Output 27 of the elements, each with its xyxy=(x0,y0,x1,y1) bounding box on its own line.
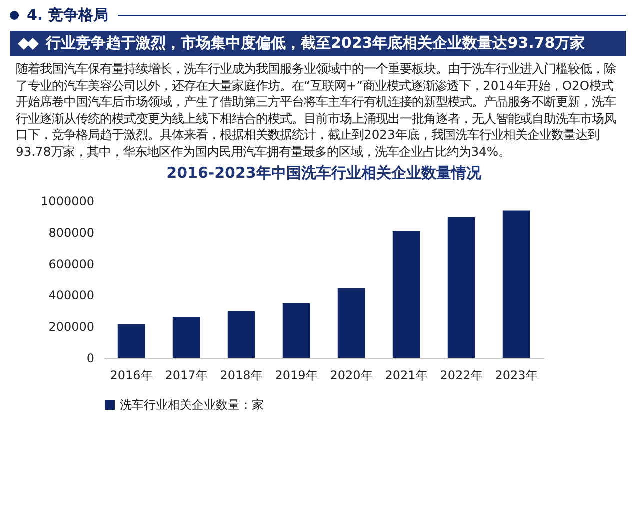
legend-label: 洗车行业相关企业数量：家 xyxy=(120,398,264,412)
bar xyxy=(392,231,420,358)
y-tick-label: 1000000 xyxy=(41,194,94,208)
bar xyxy=(502,210,530,358)
bar xyxy=(282,303,310,358)
x-tick-label: 2016年 xyxy=(110,368,153,382)
text: 行业竞争趋于激烈，市场集中度偏低，截至2023年底相关企业数量达93.78万家 xyxy=(46,34,586,53)
bar xyxy=(338,288,366,358)
text: 随着我国汽车保有量持续增长，洗车行业成为我国服务业领域中的一个重要板块。由于洗车行业进入门槛较低，除了专业的汽车美容公司以外，还存在大量家庭作坊。在“互联网+”商业模式逐渐渗透下，2014年开始，O2O模式开始席卷中国汽车后市场领域，产生了借助第三方平台将车主车行有机连接的新型模式。产品服务不断更新，洗车行业逐渐从传统的模式变更为线上线下相结合的模式。目前市场上涌现出一批角逐者，无人智能或自助洗车市场风口下，竞争格局趋于激烈。具体来看，根据相关数据统计，截止到2023年底，我国洗车行业相关企业数量达到93.78万家，其中，华东地区作为国内民用汽车拥有量最多的区域，洗车企业占比约为34%。 xyxy=(16,61,617,160)
x-tick-label: 2017年 xyxy=(165,368,208,382)
y-tick-label: 200000 xyxy=(48,320,94,334)
bar xyxy=(172,317,200,358)
x-tick-label: 2018年 xyxy=(220,368,263,382)
y-tick-label: 800000 xyxy=(48,226,94,240)
bar xyxy=(228,311,256,358)
y-tick-label: 600000 xyxy=(48,257,94,272)
x-tick-label: 2020年 xyxy=(330,368,373,382)
y-tick-label: 0 xyxy=(86,352,94,366)
x-tick-label: 2019年 xyxy=(275,368,318,382)
text: 4. 竞争格局 xyxy=(27,6,108,25)
y-tick-label: 400000 xyxy=(48,288,94,303)
x-tick-label: 2023年 xyxy=(495,368,538,382)
x-tick-label: 2021年 xyxy=(385,368,428,382)
bar xyxy=(118,324,146,358)
x-tick-label: 2022年 xyxy=(440,368,483,382)
chart-title: 2016-2023年中国洗车行业相关企业数量情况 xyxy=(166,164,482,182)
bar xyxy=(448,217,476,358)
